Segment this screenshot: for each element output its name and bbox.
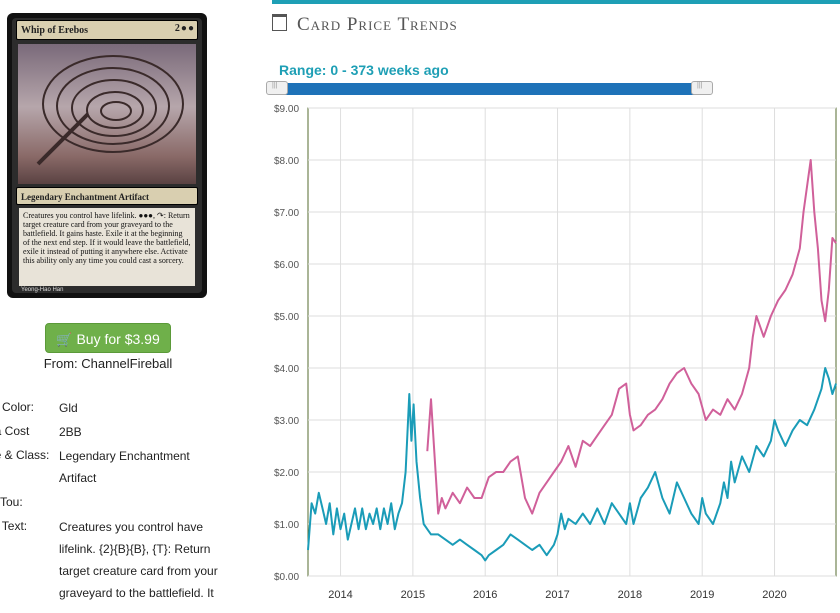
y-tick-label: $1.00: [274, 520, 299, 531]
card-mana-cost: 2●●: [174, 23, 195, 34]
whip-spiral-art: [36, 55, 184, 166]
price-chart-svg: $0.00 $1.00 $2.00 $3.00 $4.00 $5.00 $6.00 $7.00…: [272, 104, 840, 608]
x-tick-label: 2020: [762, 589, 786, 601]
x-tick-label: 2014: [328, 589, 352, 601]
y-tick-label: $6.00: [274, 260, 299, 271]
price-chart: $0.00 $1.00 $2.00 $3.00 $4.00 $5.00 $6.00 $7.00…: [272, 104, 840, 608]
y-tick-label: $3.00: [274, 416, 299, 427]
y-tick-label: $8.00: [274, 156, 299, 167]
detail-value: Legendary Enchantment Artifact: [59, 449, 190, 485]
x-tick-label: 2019: [690, 589, 714, 601]
card-art: [18, 44, 196, 184]
detail-label: rd Text:: [0, 519, 28, 533]
x-tick-label: 2018: [618, 589, 642, 601]
detail-label: pe & Class:: [0, 448, 50, 462]
buy-button[interactable]: 🛒 Buy for $3.99: [45, 323, 171, 353]
seller-label: From: ChannelFireball: [43, 356, 173, 371]
shopping-cart-icon: 🛒: [56, 332, 73, 347]
y-tick-label: $0.00: [274, 572, 299, 583]
section-title: Card Price Trends: [272, 14, 458, 36]
section-title-text: Card Price Trends: [297, 14, 458, 35]
y-tick-label: $7.00: [274, 208, 299, 219]
detail-label: na Cost: [0, 424, 30, 438]
card-image: Whip of Erebos 2●● Legendary Enchantment…: [7, 13, 207, 298]
detail-value: 2BB: [59, 425, 82, 439]
detail-label: rd Color:: [0, 400, 35, 414]
price-series-line-2: [426, 159, 837, 515]
range-slider-left-handle[interactable]: [266, 81, 288, 95]
range-label: Range: 0 - 373 weeks ago: [279, 62, 449, 78]
plot-area: [307, 107, 837, 577]
y-tick-label: $5.00: [274, 312, 299, 323]
y-tick-label: $2.00: [274, 468, 299, 479]
x-tick-label: 2016: [473, 589, 497, 601]
section-divider: [272, 0, 840, 4]
range-slider-right-handle[interactable]: [691, 81, 713, 95]
x-tick-label: 2017: [545, 589, 569, 601]
card-name: Whip of Erebos: [16, 20, 198, 40]
x-tick-label: 2015: [401, 589, 425, 601]
card-rules-text: Creatures you control have lifelink. ●●●…: [19, 208, 195, 286]
range-slider-track[interactable]: [268, 83, 712, 95]
y-tick-label: $4.00: [274, 364, 299, 375]
detail-label: w/Tou:: [0, 495, 23, 509]
card-artist: Yeong-Hao Han: [21, 287, 64, 293]
buy-button-label: Buy for $3.99: [76, 331, 160, 347]
calendar-icon: [272, 14, 287, 31]
card-type-line: Legendary Enchantment Artifact: [16, 187, 198, 205]
detail-value: Creatures you control have lifelink. {2}…: [59, 520, 218, 600]
price-series-line-1: [307, 367, 837, 562]
detail-value: Gld: [59, 401, 78, 415]
y-tick-label: $9.00: [274, 104, 299, 115]
